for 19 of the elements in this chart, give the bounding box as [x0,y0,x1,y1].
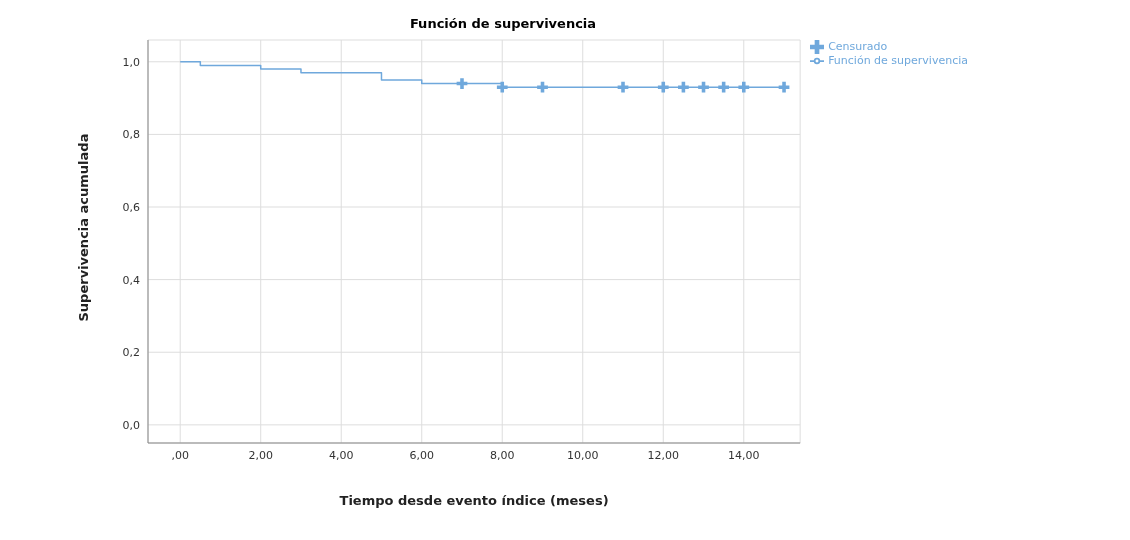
chart-title: Función de supervivencia [408,16,598,31]
x-axis-title: Tiempo desde evento índice (meses) [339,493,609,508]
x-tick-label: 6,00 [409,448,434,462]
x-tick-label: 12,00 [647,448,680,462]
y-tick-label: 1,0 [122,55,140,69]
y-tick-label: 0,6 [122,200,140,214]
y-tick-label: 0,0 [122,418,140,432]
y-tick-label: 0,2 [122,346,140,360]
x-tick-label: ,00 [171,448,189,462]
y-tick-label: 0,8 [122,128,140,142]
x-tick-label: 10,00 [567,448,599,462]
x-tick-label: 8,00 [490,448,515,462]
y-tick-label: 0,4 [122,273,140,287]
x-tick-label: 14,00 [728,448,760,462]
x-tick-label: 4,00 [328,448,354,462]
legend-label: Censurado [828,40,888,53]
legend-label: Función de supervivencia [828,54,968,67]
x-tick-label: 2,00 [248,448,273,462]
y-axis-title: Supervivencia acumulada [75,133,91,322]
